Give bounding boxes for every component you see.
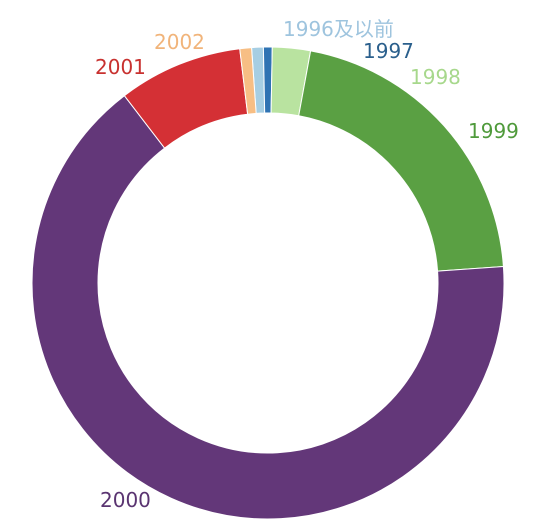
slice-label-1996: 1996及以前 — [283, 17, 394, 41]
slice-label-2001: 2001 — [95, 55, 146, 79]
donut-slice-1999 — [298, 50, 504, 272]
slice-label-2000: 2000 — [100, 488, 151, 512]
slice-label-1998: 1998 — [410, 65, 461, 89]
slice-label-1997: 1997 — [363, 39, 414, 63]
donut-slices — [31, 46, 505, 520]
donut-slice-2000 — [31, 95, 505, 520]
slice-label-1999: 1999 — [468, 119, 519, 143]
slice-label-2002: 2002 — [154, 30, 205, 54]
donut-slice-2002 — [239, 47, 257, 115]
